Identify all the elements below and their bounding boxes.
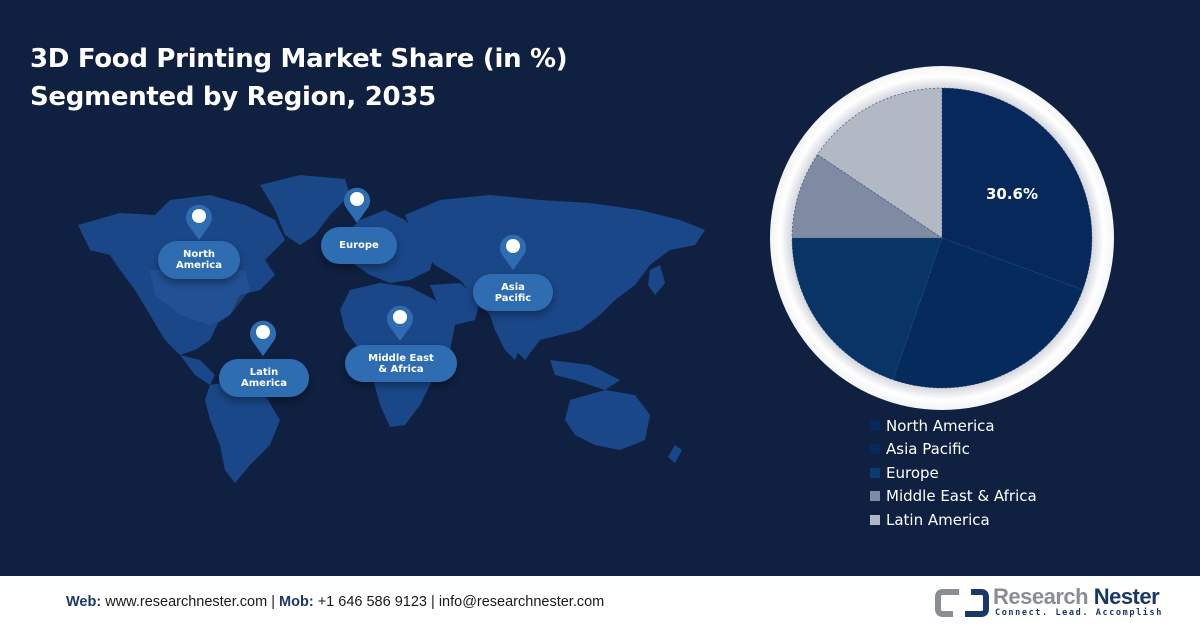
- legend-swatch: [870, 514, 880, 525]
- continent-south-america: [205, 380, 280, 483]
- title-line-1: 3D Food Printing Market Share (in %): [30, 44, 568, 74]
- region-label-asia-pacific: Asia Pacific: [473, 274, 553, 311]
- legend-item-europe: Europe: [870, 461, 1037, 485]
- logo-mark-icon: [935, 589, 989, 617]
- location-pin-icon-latin-america: [250, 320, 276, 356]
- continent-asia: [405, 195, 705, 360]
- region-label-north-america: North America: [158, 241, 240, 279]
- web-link[interactable]: www.researchnester.com: [105, 594, 268, 610]
- legend-swatch: [870, 420, 880, 431]
- pie-slice-asia-pacific: [892, 237, 1084, 389]
- separator: |: [431, 594, 435, 610]
- chart-legend: North America Asia Pacific Europe Middle…: [870, 414, 1037, 532]
- pie-slice-middle-east-africa: [791, 154, 943, 239]
- footer: Web: www.researchnester.com | Mob: +1 64…: [0, 576, 1200, 628]
- legend-swatch: [870, 467, 880, 478]
- pie-slice-north-america: [941, 87, 1093, 291]
- pie-slice-europe: [791, 237, 943, 381]
- region-label-latin-america: Latin America: [219, 359, 309, 397]
- contact-info: Web: www.researchnester.com | Mob: +1 64…: [66, 594, 604, 610]
- email-link[interactable]: info@researchnester.com: [438, 594, 605, 610]
- location-pin-icon-middle-east-africa: [387, 305, 413, 341]
- continent-australia: [565, 390, 650, 450]
- legend-swatch: [870, 444, 880, 455]
- research-nester-logo[interactable]: Research Nester Connect. Lead. Accomplis…: [935, 584, 1161, 620]
- logo-tagline: Connect. Lead. Accomplish: [995, 608, 1163, 618]
- location-pin-icon-north-america: [186, 204, 212, 240]
- pie-data-label: 30.6%: [986, 185, 1038, 203]
- continent-india: [490, 315, 525, 360]
- continent-new-zealand: [668, 445, 682, 463]
- mobile-label: Mob:: [279, 594, 314, 610]
- pie-slice-latin-america: [816, 87, 943, 239]
- continent-central-america: [180, 355, 215, 385]
- pie-slices: [791, 87, 1093, 389]
- logo-wordmark: Research Nester: [993, 584, 1160, 609]
- continent-greenland: [260, 175, 350, 245]
- mobile-number[interactable]: +1 646 586 9123: [317, 594, 427, 610]
- region-label-middle-east-africa: Middle East & Africa: [345, 345, 457, 382]
- legend-item-north-america: North America: [870, 414, 1037, 438]
- separator: |: [271, 594, 276, 610]
- page-title: 3D Food Printing Market Share (in %) Seg…: [30, 40, 568, 116]
- location-pin-icon-asia-pacific: [500, 234, 526, 270]
- continent-japan: [648, 265, 665, 295]
- legend-item-middle-east-africa: Middle East & Africa: [870, 485, 1037, 509]
- continent-southeast-asia: [550, 360, 620, 390]
- legend-item-latin-america: Latin America: [870, 508, 1037, 532]
- location-pin-icon-europe: [344, 187, 370, 223]
- web-label: Web:: [66, 594, 102, 610]
- legend-swatch: [870, 491, 880, 502]
- continent-middle-east: [430, 283, 480, 325]
- legend-item-asia-pacific: Asia Pacific: [870, 438, 1037, 462]
- pie-chart: 30.6%: [770, 66, 1114, 410]
- title-line-2: Segmented by Region, 2035: [30, 82, 436, 112]
- region-label-europe: Europe: [321, 227, 397, 264]
